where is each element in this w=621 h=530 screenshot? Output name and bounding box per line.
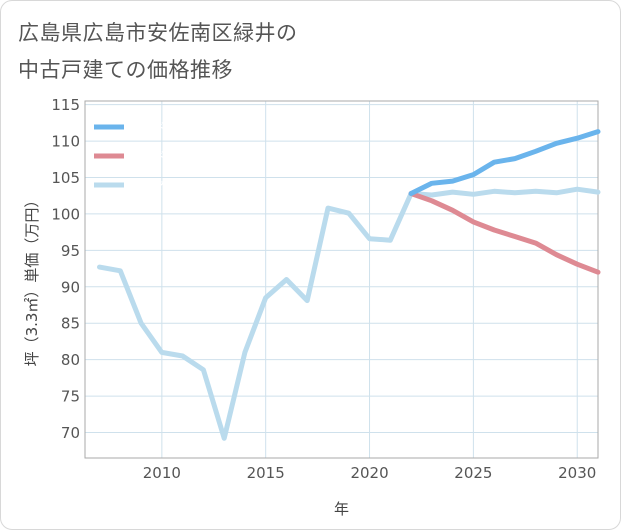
legend-label: グッドシナリオ — [129, 121, 213, 135]
legend-label: バッドシナリオ — [129, 150, 213, 164]
tick-labels: 70 75 80 85 90 95 100 105 110 115 2010 2015 2020 2025… — [51, 96, 596, 482]
y-tick-label: 105 — [51, 169, 80, 187]
x-tick-label: 2010 — [143, 464, 181, 482]
legend-label: ノーマルシナリオ — [129, 179, 225, 193]
chart-title-line2: 中古戸建ての価格推移 — [18, 58, 233, 82]
chart-title: 広島県広島市安佐南区緑井の 中古戸建ての価格推移 — [18, 15, 578, 89]
y-tick-label: 70 — [61, 424, 80, 442]
y-tick-label: 115 — [51, 96, 80, 114]
plot-area — [84, 100, 599, 459]
y-tick-label: 75 — [61, 388, 80, 406]
chart-title-line1: 広島県広島市安佐南区緑井の — [18, 21, 298, 45]
series-line-0 — [408, 129, 601, 196]
series-line-1 — [408, 191, 601, 275]
y-tick-label: 90 — [61, 278, 80, 296]
y-tick-label: 80 — [61, 351, 80, 369]
x-tick-label: 2030 — [558, 464, 596, 482]
series-line-2 — [97, 186, 601, 441]
y-tick-label: 95 — [61, 242, 80, 260]
y-tick-label: 100 — [51, 205, 80, 223]
x-tick-label: 2015 — [247, 464, 285, 482]
x-tick-label: 2020 — [350, 464, 388, 482]
x-axis-title: 年 — [334, 500, 349, 518]
y-axis-title: 坪（3.3㎡）単価（万円） — [23, 193, 41, 367]
x-tick-label: 2025 — [454, 464, 492, 482]
y-tick-label: 110 — [51, 133, 80, 151]
series-lines — [97, 129, 601, 441]
y-tick-label: 85 — [61, 315, 80, 333]
